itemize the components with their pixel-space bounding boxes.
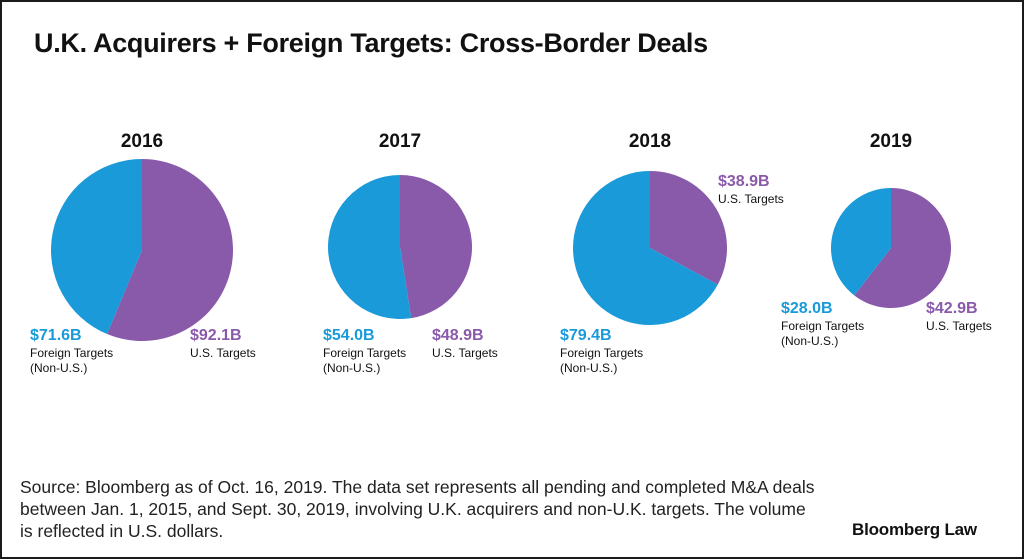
value-label-us: $92.1B xyxy=(190,327,242,344)
category-label-foreign: (Non-U.S.) xyxy=(560,361,617,375)
pie-chart-2019: 2019 $42.9B U.S. Targets $28.0B Foreign Targ… xyxy=(781,131,992,348)
category-label-foreign: (Non-U.S.) xyxy=(323,361,380,375)
slice-foreign-targets xyxy=(573,171,718,325)
slice-foreign-targets xyxy=(50,159,142,335)
pie-chart-2018: 2018 $38.9B U.S. Targets $79.4B Foreign Targ… xyxy=(560,131,784,375)
value-label-us: $48.9B xyxy=(432,327,484,344)
value-label-foreign: $28.0B xyxy=(781,300,833,317)
category-label-us: U.S. Targets xyxy=(432,346,498,360)
value-label-us: $42.9B xyxy=(926,300,978,317)
value-label-foreign: $71.6B xyxy=(30,327,82,344)
category-label-foreign: (Non-U.S.) xyxy=(781,334,838,348)
category-label-foreign: Foreign Targets xyxy=(323,346,406,360)
slice-us-targets xyxy=(107,159,233,341)
slice-us-targets xyxy=(650,171,728,285)
category-label-foreign: Foreign Targets xyxy=(30,346,113,360)
category-label-foreign: (Non-U.S.) xyxy=(30,361,87,375)
value-label-foreign: $79.4B xyxy=(560,327,612,344)
chart-title: U.K. Acquirers + Foreign Targets: Cross-… xyxy=(34,28,708,58)
pie-chart-2017: 2017 $48.9B U.S. Targets $54.0B Foreign Targ… xyxy=(323,131,498,375)
year-label: 2018 xyxy=(629,131,671,152)
category-label-us: U.S. Targets xyxy=(718,192,784,206)
slice-us-targets xyxy=(854,188,951,308)
pie-chart-2016: 2016 $92.1B U.S. Targets $71.6B Foreign Targ… xyxy=(30,131,256,375)
pie-charts: 2016 $92.1B U.S. Targets $71.6B Foreign Targ… xyxy=(30,131,992,375)
category-label-foreign: Foreign Targets xyxy=(560,346,643,360)
slice-foreign-targets xyxy=(830,188,891,296)
category-label-us: U.S. Targets xyxy=(190,346,256,360)
category-label-foreign: Foreign Targets xyxy=(781,319,864,333)
bloomberg-law-logo: Bloomberg Law xyxy=(852,520,977,539)
slice-foreign-targets xyxy=(328,175,412,319)
slice-us-targets xyxy=(400,175,473,319)
value-label-foreign: $54.0B xyxy=(323,327,375,344)
value-label-us: $38.9B xyxy=(718,173,770,190)
year-label: 2016 xyxy=(121,131,163,152)
source-note: Source: Bloomberg as of Oct. 16, 2019. T… xyxy=(20,477,815,541)
category-label-us: U.S. Targets xyxy=(926,319,992,333)
year-label: 2017 xyxy=(379,131,421,152)
year-label: 2019 xyxy=(870,131,912,152)
